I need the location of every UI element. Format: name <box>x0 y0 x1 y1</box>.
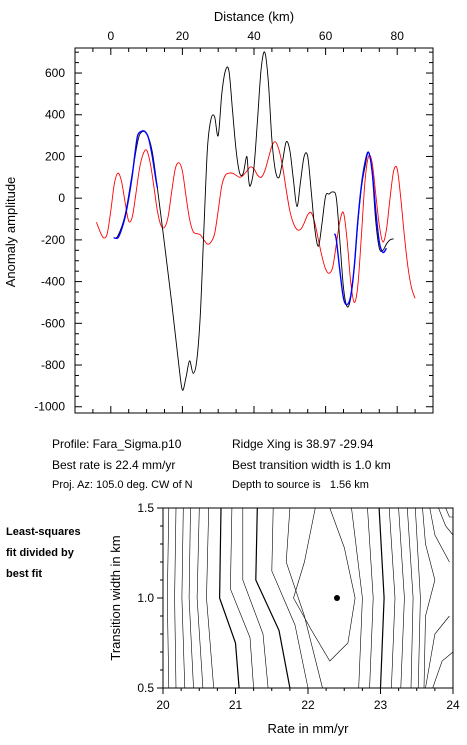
contour-line <box>174 507 177 689</box>
contour-line <box>415 507 421 689</box>
series-line <box>113 130 159 240</box>
misfit-x-tick-label: 24 <box>446 698 460 712</box>
x-tick-label: 20 <box>176 29 190 43</box>
profile-name: Profile: Fara_Sigma.p10 <box>52 437 182 451</box>
contour-line <box>293 507 356 662</box>
misfit-x-tick-label: 22 <box>301 698 315 712</box>
contour-line <box>181 507 186 689</box>
misfit-x-tick-label: 20 <box>156 698 170 712</box>
x-tick-label: 40 <box>247 29 261 43</box>
ridge-crossing: Ridge Xing is 38.97 -29.94 <box>232 437 374 451</box>
y-tick-label: 400 <box>45 108 65 122</box>
misfit-y-tick-label: 0.5 <box>137 681 154 695</box>
contour-line <box>188 507 194 689</box>
y-tick-label: 0 <box>58 191 65 205</box>
misfit-x-tick-label: 21 <box>229 698 243 712</box>
contour-line <box>422 507 436 689</box>
series-line <box>333 151 388 306</box>
misfit-y-tick-label: 1.0 <box>137 591 154 605</box>
misfit-contours <box>166 507 454 689</box>
contour-line <box>230 507 254 689</box>
contour-line <box>351 507 363 689</box>
contour-line <box>398 507 405 689</box>
projection-azimuth: Proj. Az: 105.0 deg. CW of N <box>52 479 193 491</box>
profile-plot-frame <box>74 47 434 414</box>
y-tick-label: 600 <box>45 66 65 80</box>
x-tick-label: 0 <box>107 29 114 43</box>
y-tick-label: 200 <box>45 149 65 163</box>
misfit-note: Least-squares fit divided by best fit <box>6 522 81 585</box>
misfit-note-line: Least-squares <box>6 526 81 538</box>
misfit-note-line: fit divided by <box>6 547 74 559</box>
profile-ticks: 0 20 40 60 80 600 400 200 0 -200 -400 -600 -800 -1000 <box>34 29 433 414</box>
misfit-chart: 20 21 22 23 24 0.5 1.0 1.5 Rate in mm/yr Transi… <box>108 501 460 736</box>
y-tick-label: -1000 <box>34 400 65 414</box>
best-transition-width: Best transition width is 1.0 km <box>232 458 391 472</box>
contour-line <box>432 651 454 689</box>
series-line <box>96 141 416 303</box>
profile-chart: Distance (km) Anomaly amplitude 0 20 40 60 8… <box>3 9 434 414</box>
best-fit-point <box>334 595 340 601</box>
y-tick-label: -600 <box>41 316 65 330</box>
contour-line <box>367 507 374 689</box>
y-tick-label: -400 <box>41 275 65 289</box>
misfit-ticks: 20 21 22 23 24 0.5 1.0 1.5 <box>137 501 460 712</box>
contour-line <box>425 615 450 689</box>
source-depth: Depth to source is 1.56 km <box>232 479 369 491</box>
contour-line <box>271 507 309 689</box>
contour-line <box>388 507 396 689</box>
top-x-axis-title: Distance (km) <box>214 9 294 24</box>
contour-line <box>242 508 269 689</box>
profile-series <box>96 51 416 391</box>
contour-line <box>378 507 385 689</box>
best-rate: Best rate is 22.4 mm/yr <box>52 458 176 472</box>
series-line <box>113 51 394 391</box>
contour-line <box>218 507 240 689</box>
misfit-note-line: best fit <box>6 568 43 580</box>
misfit-y-tick-label: 1.5 <box>137 501 154 515</box>
contour-line <box>407 507 414 689</box>
contour-line <box>196 507 204 689</box>
x-tick-label: 60 <box>319 29 333 43</box>
contour-line <box>166 507 170 689</box>
y-axis-title: Anomaly amplitude <box>3 177 18 288</box>
contour-line <box>429 507 450 563</box>
x-tick-label: 80 <box>391 29 405 43</box>
misfit-y-axis-title: Transition width in km <box>108 535 123 660</box>
misfit-x-axis-title: Rate in mm/yr <box>268 721 350 736</box>
contour-line <box>206 507 214 689</box>
contour-line <box>445 507 453 518</box>
misfit-x-tick-label: 23 <box>374 698 388 712</box>
contour-line <box>438 507 454 536</box>
y-tick-label: -800 <box>41 358 65 372</box>
contour-line <box>285 507 323 689</box>
y-tick-label: -200 <box>41 233 65 247</box>
contour-line <box>255 507 291 689</box>
